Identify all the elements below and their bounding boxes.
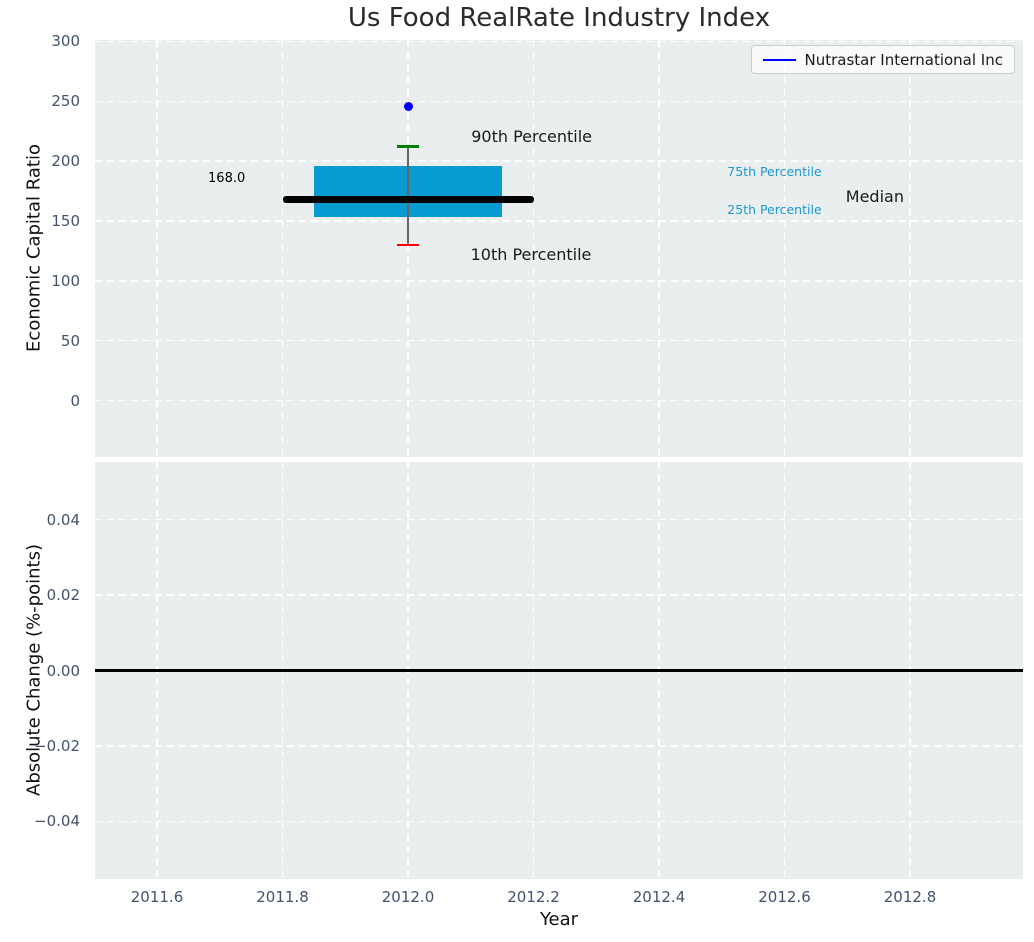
y-tick-label: 150 bbox=[51, 211, 80, 230]
annotation-90th-percentile: 90th Percentile bbox=[471, 127, 593, 147]
annotation-10th-percentile: 10th Percentile bbox=[470, 244, 592, 264]
x-tick-label: 2011.6 bbox=[130, 888, 184, 906]
whisker-cap-10th bbox=[397, 243, 419, 247]
x-tick-label: 2011.8 bbox=[256, 888, 309, 906]
whisker-cap-90th bbox=[397, 145, 419, 149]
median-line bbox=[282, 196, 534, 203]
gridline-horizontal bbox=[95, 820, 1023, 823]
y-tick-label: 200 bbox=[51, 152, 80, 171]
chart-title: Us Food RealRate Industry Index bbox=[347, 3, 771, 33]
y-tick-label: 300 bbox=[51, 32, 80, 51]
gridline-vertical bbox=[783, 40, 786, 457]
gridline-horizontal bbox=[95, 220, 1023, 222]
annotation-75th-percentile: 75th Percentile bbox=[727, 164, 822, 180]
y-tick-label: 250 bbox=[51, 92, 80, 111]
y-tick-label: 100 bbox=[51, 271, 80, 290]
gridline-vertical bbox=[909, 40, 911, 457]
y-tick-label: 0.04 bbox=[46, 510, 80, 529]
gridline-horizontal bbox=[95, 745, 1023, 747]
plot-area-bottom bbox=[95, 462, 1023, 879]
gridline-horizontal bbox=[95, 339, 1023, 342]
gridline-vertical bbox=[156, 40, 158, 457]
gridline-vertical bbox=[407, 40, 409, 457]
x-axis-label: Year bbox=[539, 909, 579, 930]
gridline-vertical bbox=[281, 40, 284, 457]
y-tick-label: 0.00 bbox=[46, 661, 80, 680]
y-tick-label: −0.04 bbox=[34, 812, 80, 831]
whisker-line bbox=[407, 146, 409, 245]
x-tick-label: 2012.8 bbox=[883, 888, 937, 906]
zero-line bbox=[95, 669, 1023, 672]
y-tick-label: 50 bbox=[60, 331, 80, 350]
company-point bbox=[403, 101, 413, 111]
gridline-horizontal bbox=[95, 518, 1023, 521]
annotation-median: Median bbox=[845, 187, 904, 207]
x-tick-label: 2012.2 bbox=[507, 888, 560, 906]
x-tick-label: 2012.0 bbox=[381, 888, 435, 906]
gridline-horizontal bbox=[95, 100, 1023, 103]
y-tick-label: 0.02 bbox=[46, 586, 80, 605]
annotation-168-0: 168.0 bbox=[208, 170, 246, 186]
legend: Nutrastar International Inc bbox=[750, 45, 1015, 74]
legend-label: Nutrastar International Inc bbox=[804, 50, 1003, 69]
gridline-vertical bbox=[532, 40, 535, 457]
y-axis-label-top: Economic Capital Ratio bbox=[23, 144, 45, 352]
gridline-horizontal bbox=[95, 160, 1023, 162]
y-tick-label: 0 bbox=[70, 391, 80, 410]
gridline-horizontal bbox=[95, 40, 1023, 43]
annotation-25th-percentile: 25th Percentile bbox=[727, 202, 822, 218]
gridline-horizontal bbox=[95, 280, 1023, 282]
y-tick-label: −0.02 bbox=[34, 736, 80, 755]
x-tick-label: 2012.6 bbox=[758, 888, 811, 906]
plot-area-top: Nutrastar International Inc 168.0 90th Pe… bbox=[95, 40, 1023, 457]
x-tick-label: 2012.4 bbox=[632, 888, 686, 906]
legend-line-swatch bbox=[762, 58, 796, 61]
gridline-vertical bbox=[658, 40, 660, 457]
gridline-horizontal bbox=[95, 399, 1023, 402]
gridline-horizontal bbox=[95, 594, 1023, 596]
